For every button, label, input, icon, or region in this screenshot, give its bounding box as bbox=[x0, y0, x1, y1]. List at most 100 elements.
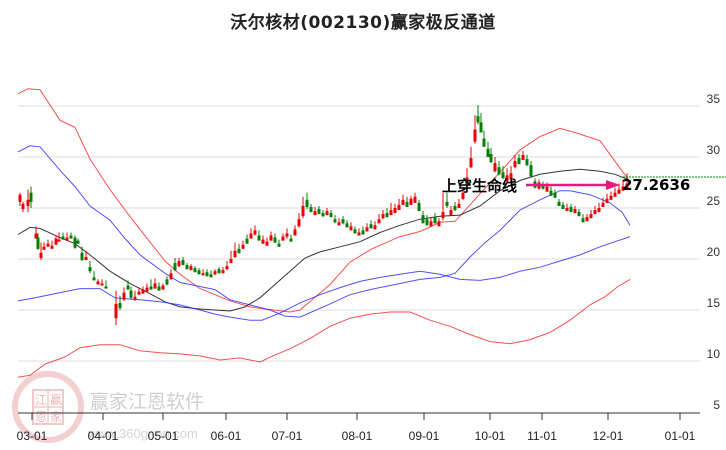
candle bbox=[525, 154, 529, 167]
candle bbox=[221, 267, 225, 274]
candle bbox=[565, 203, 569, 212]
candle bbox=[309, 203, 313, 213]
candle bbox=[122, 287, 126, 301]
svg-text:恩: 恩 bbox=[35, 410, 47, 424]
candle bbox=[76, 238, 80, 244]
candle bbox=[429, 217, 433, 227]
candle bbox=[333, 215, 337, 224]
candle bbox=[461, 186, 465, 200]
candle bbox=[104, 280, 108, 289]
candle bbox=[437, 218, 441, 227]
candle bbox=[69, 232, 73, 239]
candle bbox=[457, 198, 461, 208]
candle bbox=[465, 168, 469, 186]
candle bbox=[493, 157, 497, 173]
candle bbox=[177, 257, 181, 268]
x-axis: 03-01 04-01 05-01 06-01 07-01 08-01 09-01 10-01… bbox=[17, 412, 700, 443]
candle bbox=[505, 168, 509, 182]
candle bbox=[349, 222, 353, 231]
candle bbox=[201, 269, 205, 276]
y-tick-label: 25 bbox=[707, 194, 721, 208]
svg-text:赢: 赢 bbox=[50, 392, 62, 407]
candle bbox=[389, 202, 393, 216]
candle bbox=[317, 205, 321, 215]
x-tick-label: 04-01 bbox=[88, 429, 119, 443]
candle bbox=[245, 234, 249, 244]
candle bbox=[476, 104, 480, 125]
candle bbox=[65, 232, 69, 241]
candle bbox=[361, 226, 365, 235]
candle bbox=[445, 192, 449, 208]
candle bbox=[479, 113, 483, 133]
candle bbox=[569, 203, 573, 213]
candle bbox=[269, 231, 273, 241]
x-tick-label: 09-01 bbox=[409, 429, 440, 443]
candle bbox=[233, 242, 237, 258]
watermark-brand: 赢家江恩软件 bbox=[90, 391, 204, 413]
watermark-url: www.360gann.com bbox=[87, 426, 198, 441]
candle bbox=[289, 234, 293, 242]
candle bbox=[84, 250, 88, 261]
x-tick-label: 11-01 bbox=[527, 429, 557, 443]
candle bbox=[205, 269, 209, 277]
candle bbox=[321, 210, 325, 218]
candle bbox=[42, 242, 46, 250]
candle bbox=[261, 235, 265, 244]
candle bbox=[369, 220, 373, 229]
candle bbox=[489, 147, 493, 164]
x-tick-label: 05-01 bbox=[148, 429, 179, 443]
candle bbox=[301, 196, 305, 219]
signal-label: 上穿生命线 bbox=[442, 177, 517, 195]
candle bbox=[114, 290, 118, 326]
candle bbox=[26, 189, 30, 213]
x-tick-label: 03-01 bbox=[17, 429, 48, 443]
candle bbox=[57, 232, 61, 242]
candle bbox=[357, 228, 361, 236]
candle bbox=[329, 210, 333, 218]
candle bbox=[417, 199, 421, 212]
candle bbox=[181, 256, 185, 266]
candle bbox=[209, 270, 213, 278]
candle bbox=[61, 232, 65, 240]
candle bbox=[137, 287, 141, 295]
candle bbox=[325, 208, 329, 216]
candle bbox=[385, 208, 389, 218]
candle bbox=[185, 263, 189, 270]
candle bbox=[593, 205, 597, 215]
candle bbox=[73, 235, 77, 249]
candle bbox=[581, 214, 585, 223]
candle bbox=[482, 130, 486, 147]
candle bbox=[469, 146, 473, 169]
candle bbox=[273, 233, 277, 243]
candle bbox=[157, 282, 161, 291]
candle bbox=[625, 173, 629, 189]
candle bbox=[413, 192, 417, 203]
candle bbox=[365, 223, 369, 232]
candle bbox=[397, 198, 401, 211]
candle bbox=[118, 295, 122, 310]
candle bbox=[281, 233, 285, 241]
candle bbox=[229, 250, 233, 264]
candle bbox=[577, 209, 581, 217]
watermark: 江 赢 恩 家 赢家江恩软件 www.360gann.com bbox=[12, 371, 204, 443]
candle bbox=[513, 154, 517, 169]
candle bbox=[161, 283, 165, 290]
candle bbox=[433, 213, 437, 224]
candle bbox=[80, 246, 84, 262]
candle bbox=[553, 189, 557, 198]
grid-lines bbox=[18, 105, 700, 362]
x-tick-label: 10-01 bbox=[475, 429, 506, 443]
candle bbox=[92, 271, 96, 281]
candle bbox=[253, 225, 257, 236]
candle bbox=[293, 225, 297, 236]
candle bbox=[305, 192, 309, 210]
svg-text:家: 家 bbox=[50, 409, 62, 424]
upper-inner-line bbox=[17, 145, 631, 318]
candle bbox=[609, 191, 613, 200]
candle bbox=[521, 150, 525, 161]
y-tick-label: 30 bbox=[707, 143, 721, 157]
candle bbox=[165, 276, 169, 286]
candle bbox=[377, 214, 381, 224]
candle bbox=[153, 278, 157, 289]
candle bbox=[277, 239, 281, 247]
